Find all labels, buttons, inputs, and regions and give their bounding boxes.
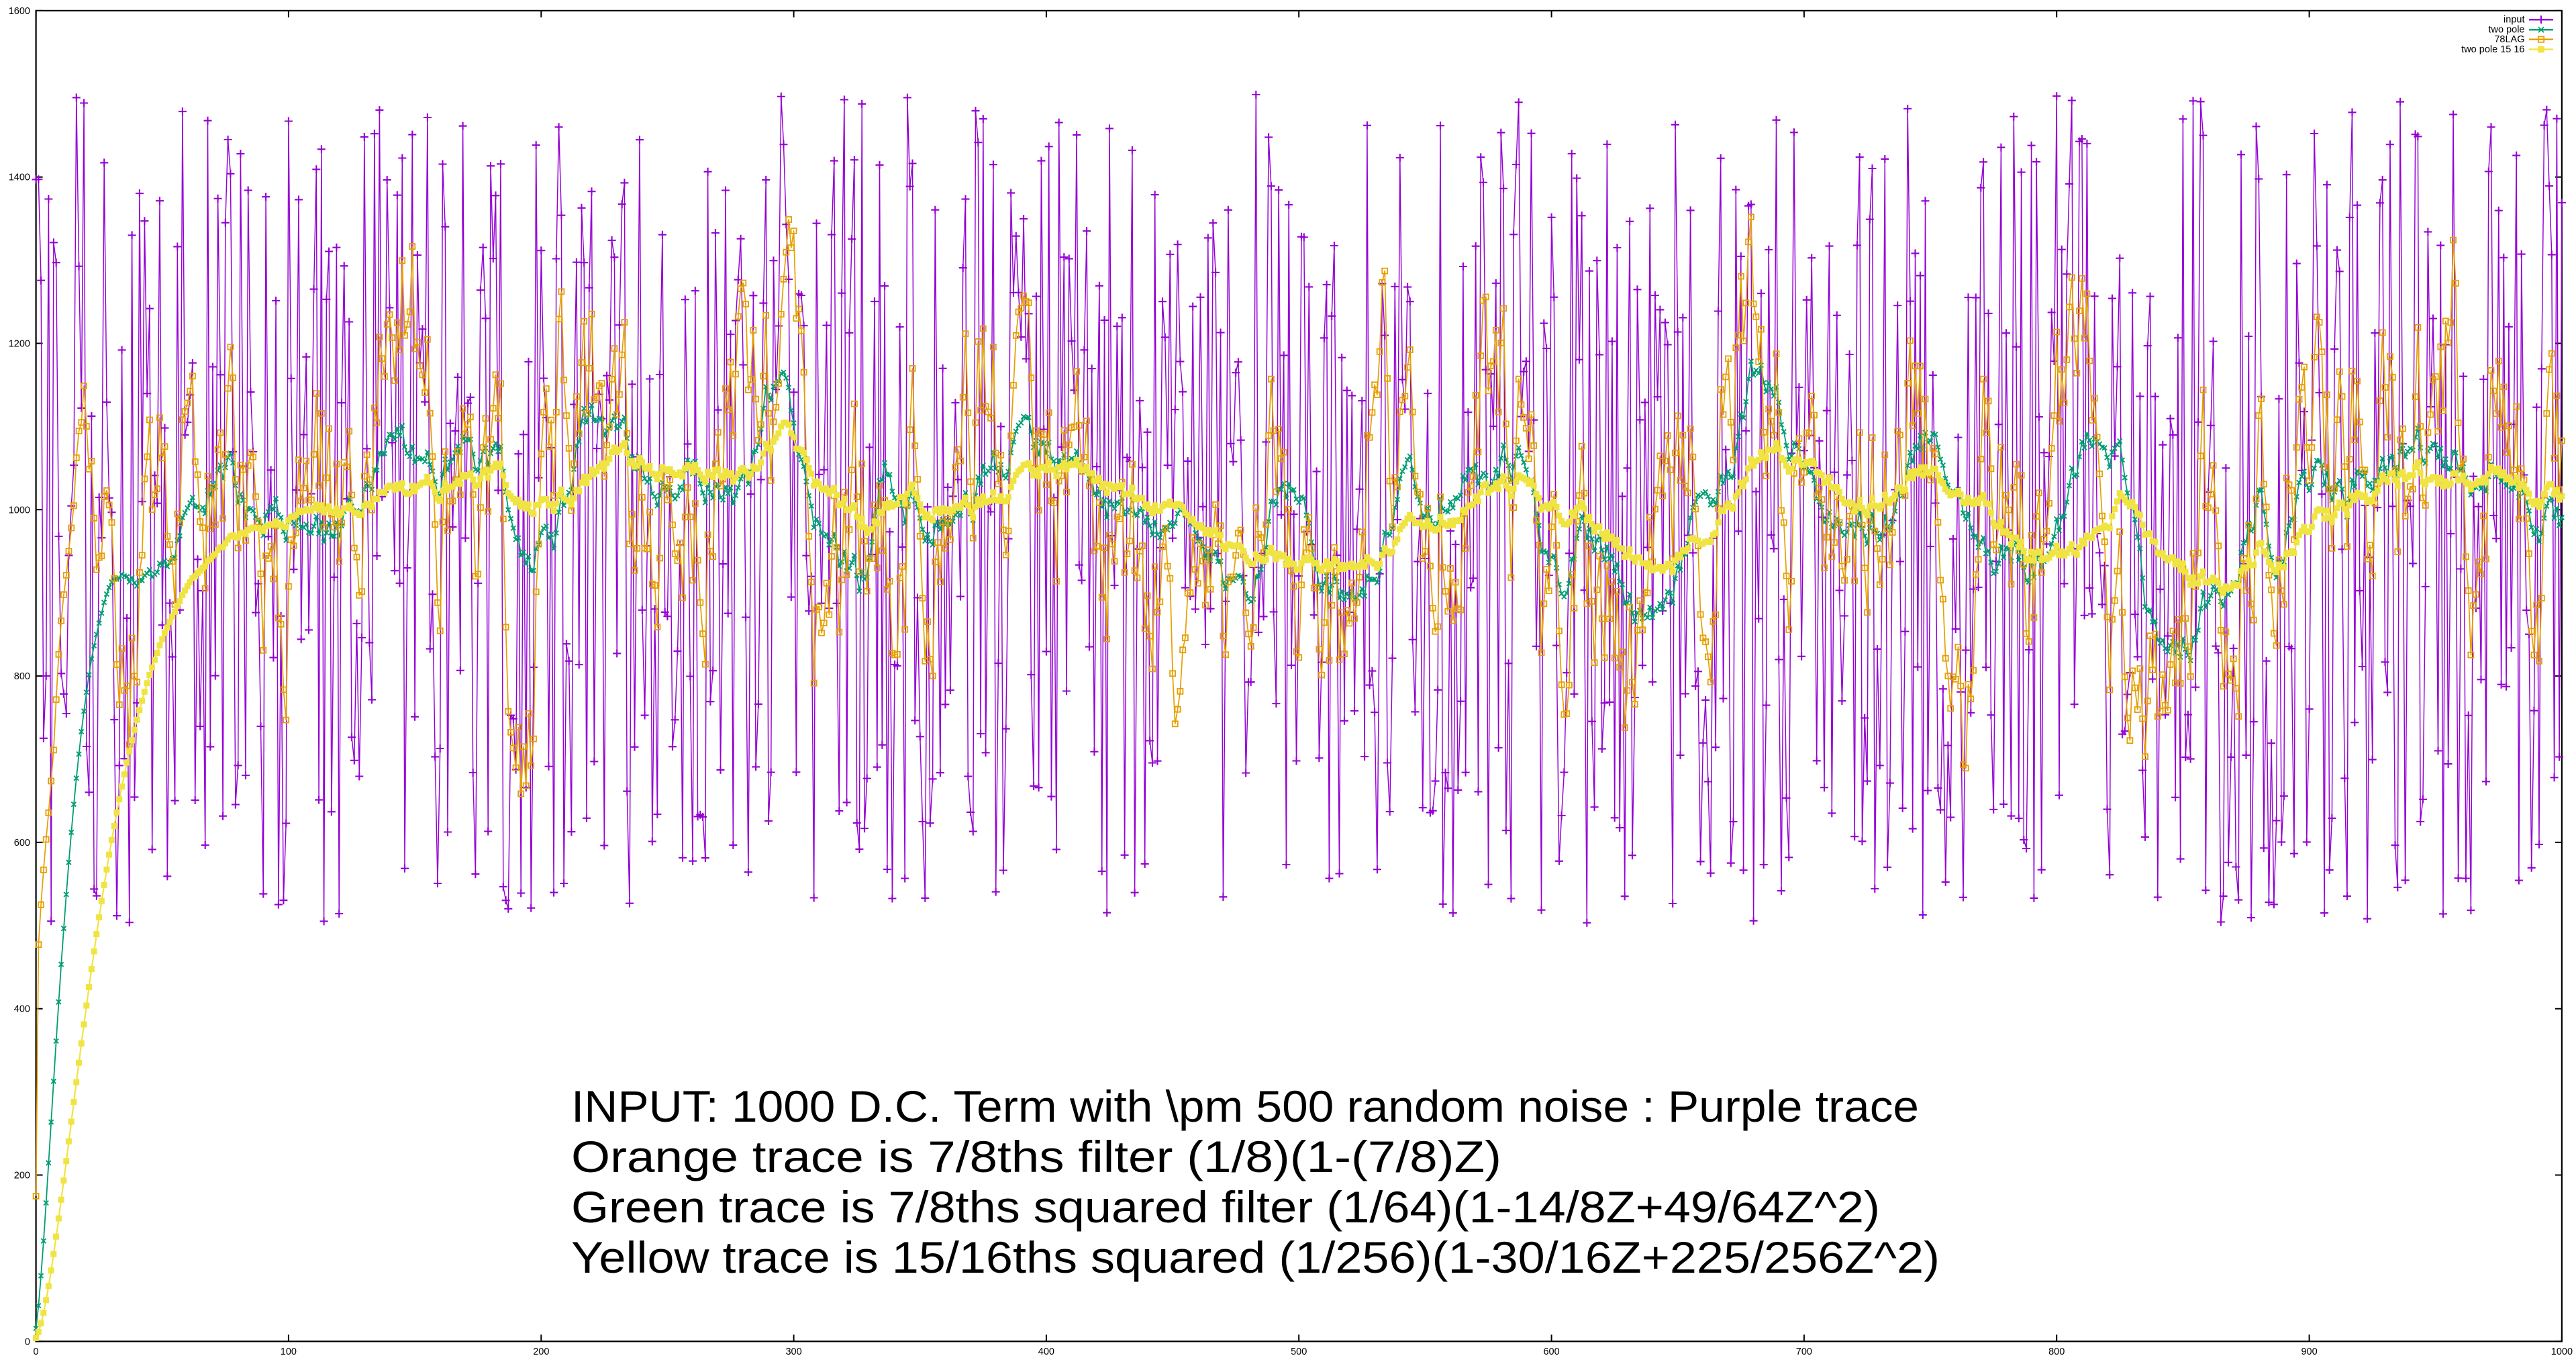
svg-text:300: 300 — [785, 1347, 801, 1357]
svg-text:900: 900 — [2301, 1347, 2317, 1357]
svg-text:200: 200 — [14, 1171, 30, 1181]
svg-text:800: 800 — [2048, 1347, 2065, 1357]
svg-text:100: 100 — [281, 1347, 297, 1357]
svg-text:Green trace is 7/8ths squared: Green trace is 7/8ths squared filter (1/… — [571, 1182, 1880, 1232]
svg-text:input: input — [2504, 15, 2524, 26]
svg-text:600: 600 — [1543, 1347, 1559, 1357]
svg-text:1200: 1200 — [9, 339, 30, 350]
svg-text:600: 600 — [14, 838, 30, 848]
svg-text:700: 700 — [1796, 1347, 1812, 1357]
svg-text:two pole 15 16: two pole 15 16 — [2461, 44, 2524, 55]
svg-text:Orange trace is 7/8ths filter: Orange trace is 7/8ths filter (1/8)(1-(7… — [571, 1132, 1501, 1181]
svg-text:INPUT: 1000 D.C. Term with \pm: INPUT: 1000 D.C. Term with \pm 500 rando… — [571, 1081, 1919, 1131]
svg-text:400: 400 — [14, 1004, 30, 1015]
svg-text:500: 500 — [1291, 1347, 1307, 1357]
svg-text:two pole: two pole — [2488, 25, 2524, 36]
svg-text:1000: 1000 — [2551, 1347, 2573, 1357]
svg-text:78LAG: 78LAG — [2494, 34, 2524, 45]
svg-text:1000: 1000 — [9, 505, 30, 516]
svg-text:0: 0 — [34, 1347, 39, 1357]
svg-text:Yellow trace is 15/16ths squar: Yellow trace is 15/16ths squared (1/256)… — [571, 1232, 1940, 1282]
svg-text:1600: 1600 — [9, 6, 30, 17]
svg-text:0: 0 — [25, 1336, 30, 1347]
svg-text:200: 200 — [533, 1347, 549, 1357]
svg-text:1400: 1400 — [9, 173, 30, 183]
svg-text:400: 400 — [1038, 1347, 1054, 1357]
svg-text:800: 800 — [14, 671, 30, 682]
